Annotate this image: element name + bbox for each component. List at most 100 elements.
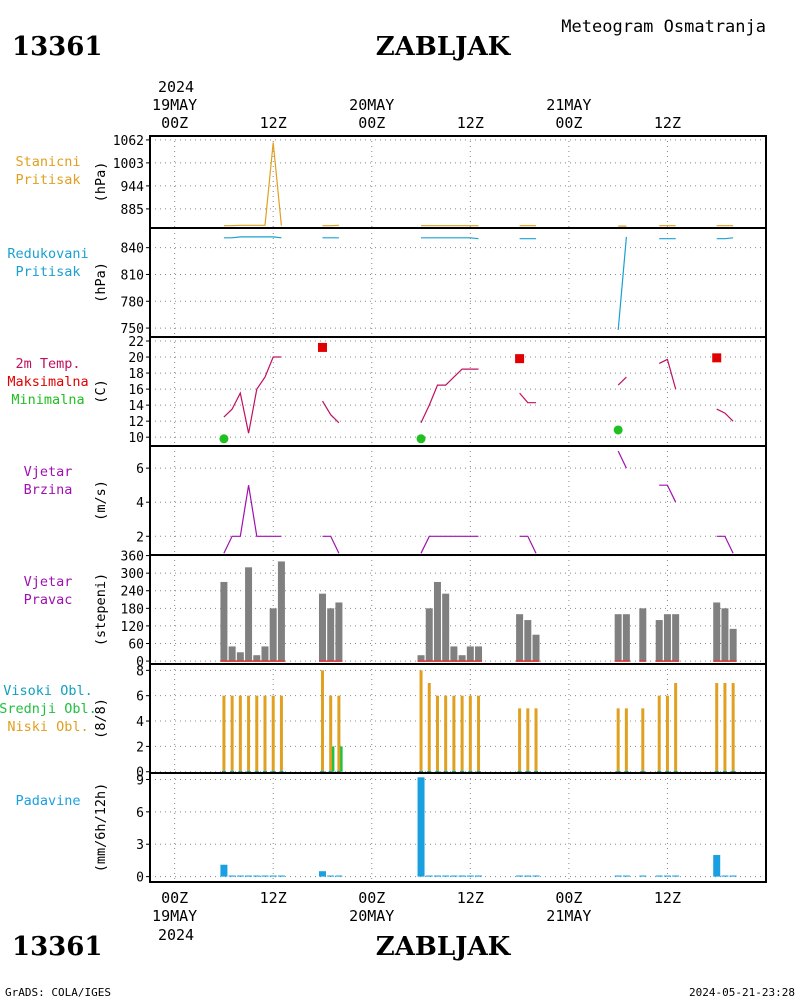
series-line bbox=[659, 484, 677, 503]
series-line bbox=[617, 376, 627, 386]
y-tick-label: 780 bbox=[121, 295, 144, 310]
y-tick-label: 9 bbox=[136, 773, 144, 788]
wind-dir-bar bbox=[335, 602, 343, 662]
cloud-low-bar bbox=[238, 695, 242, 772]
y-axis-label: (stepeni) bbox=[93, 573, 109, 646]
precip-bar bbox=[475, 875, 483, 877]
panel-frame bbox=[149, 663, 767, 774]
wind-dir-bar bbox=[672, 614, 680, 662]
precip-bar bbox=[425, 875, 433, 877]
series-line bbox=[420, 368, 479, 424]
precip-bar bbox=[327, 875, 335, 877]
wind-dir-bar bbox=[524, 620, 532, 662]
wind-dir-bar bbox=[516, 614, 524, 662]
time-hour-label: 12Z bbox=[457, 114, 484, 132]
cloud-low-bar bbox=[279, 695, 283, 772]
series-line bbox=[421, 237, 479, 240]
y-tick-label: 14 bbox=[128, 399, 144, 414]
panel-label: Pritisak bbox=[15, 172, 80, 188]
precip-bar bbox=[655, 875, 663, 877]
series-line bbox=[223, 142, 282, 227]
y-tick-label: 0 bbox=[136, 655, 144, 670]
panel-label: Srednji Obl. bbox=[0, 701, 97, 717]
y-tick-label: 0 bbox=[136, 871, 144, 886]
precip-bar bbox=[713, 855, 721, 877]
time-date-label: 19MAY bbox=[152, 907, 197, 925]
series-line bbox=[716, 237, 734, 240]
y-tick-label: 3 bbox=[136, 838, 144, 853]
cloud-low-bar bbox=[665, 695, 669, 772]
precip-bar bbox=[672, 875, 680, 877]
y-axis-label: (hPa) bbox=[93, 262, 109, 303]
cloud-low-bar bbox=[271, 695, 275, 772]
station-name-top: ZABLJAK bbox=[376, 32, 512, 62]
panel-frame bbox=[149, 772, 767, 883]
series-line bbox=[420, 535, 479, 554]
time-date-label: 20MAY bbox=[349, 907, 394, 925]
precip-bar bbox=[228, 875, 236, 877]
series-line bbox=[223, 356, 282, 434]
y-tick-label: 360 bbox=[121, 550, 144, 565]
y-axis-label: (hPa) bbox=[93, 162, 109, 203]
y-tick-label: 16 bbox=[128, 383, 144, 398]
time-date-label: 21MAY bbox=[546, 907, 591, 925]
cloud-low-bar bbox=[731, 683, 735, 772]
series-line bbox=[321, 400, 340, 424]
wind-dir-bar bbox=[228, 646, 236, 662]
y-tick-label: 20 bbox=[128, 351, 144, 366]
y-tick-label: 0 bbox=[136, 766, 144, 781]
time-hour-label: 12Z bbox=[654, 114, 681, 132]
y-tick-label: 180 bbox=[121, 602, 144, 617]
time-date-label: 21MAY bbox=[546, 96, 591, 114]
cloud-low-bar bbox=[460, 695, 464, 772]
wind-dir-bar bbox=[639, 608, 647, 662]
wind-dir-bar bbox=[450, 646, 458, 662]
cloud-low-bar bbox=[329, 695, 333, 772]
panel-label: Visoki Obl. bbox=[3, 683, 92, 699]
precip-bar bbox=[318, 871, 326, 877]
time-hour-label: 00Z bbox=[161, 114, 188, 132]
series-line bbox=[519, 392, 536, 404]
time-hour-label: 00Z bbox=[555, 114, 582, 132]
station-name-bottom: ZABLJAK bbox=[376, 932, 512, 962]
precip-bar bbox=[466, 875, 474, 877]
wind-dir-bar bbox=[417, 655, 425, 662]
y-tick-label: 4 bbox=[136, 715, 144, 730]
panel-label: Brzina bbox=[24, 482, 73, 498]
station-id-bottom: 13361 bbox=[12, 932, 102, 962]
wind-dir-bar bbox=[655, 620, 663, 662]
y-tick-label: 885 bbox=[121, 203, 144, 218]
precip-bar bbox=[236, 875, 244, 877]
precip-bar bbox=[516, 875, 524, 877]
panel-label: Stanicni bbox=[15, 154, 80, 170]
wind-dir-bar bbox=[261, 646, 269, 662]
cloud-low-bar bbox=[320, 670, 324, 772]
time-hour-label: 12Z bbox=[260, 114, 287, 132]
wind-dir-bar bbox=[269, 608, 277, 662]
y-tick-label: 22 bbox=[128, 335, 144, 350]
y-tick-label: 750 bbox=[121, 322, 144, 337]
wind-dir-bar bbox=[721, 608, 729, 662]
cloud-low-bar bbox=[616, 708, 620, 772]
series-line bbox=[322, 535, 340, 554]
precip-bar bbox=[433, 875, 441, 877]
precip-bar bbox=[245, 875, 253, 877]
tmin-marker bbox=[219, 434, 229, 444]
wind-dir-bar bbox=[475, 646, 483, 662]
precip-bar bbox=[442, 875, 450, 877]
station-id-top: 13361 bbox=[12, 32, 102, 62]
y-tick-label: 300 bbox=[121, 567, 144, 582]
wind-dir-bar bbox=[729, 628, 737, 662]
cloud-low-bar bbox=[723, 683, 727, 772]
credit: GrADS: COLA/IGES bbox=[5, 986, 111, 999]
cloud-low-bar bbox=[674, 683, 678, 772]
panel-frame bbox=[149, 445, 767, 556]
cloud-low-bar bbox=[419, 670, 423, 772]
wind-dir-bar bbox=[425, 608, 433, 662]
wind-dir-bar bbox=[236, 652, 244, 662]
y-tick-label: 8 bbox=[136, 664, 144, 679]
wind-dir-bar bbox=[442, 593, 450, 662]
cloud-low-bar bbox=[452, 695, 456, 772]
precip-bar bbox=[663, 875, 671, 877]
